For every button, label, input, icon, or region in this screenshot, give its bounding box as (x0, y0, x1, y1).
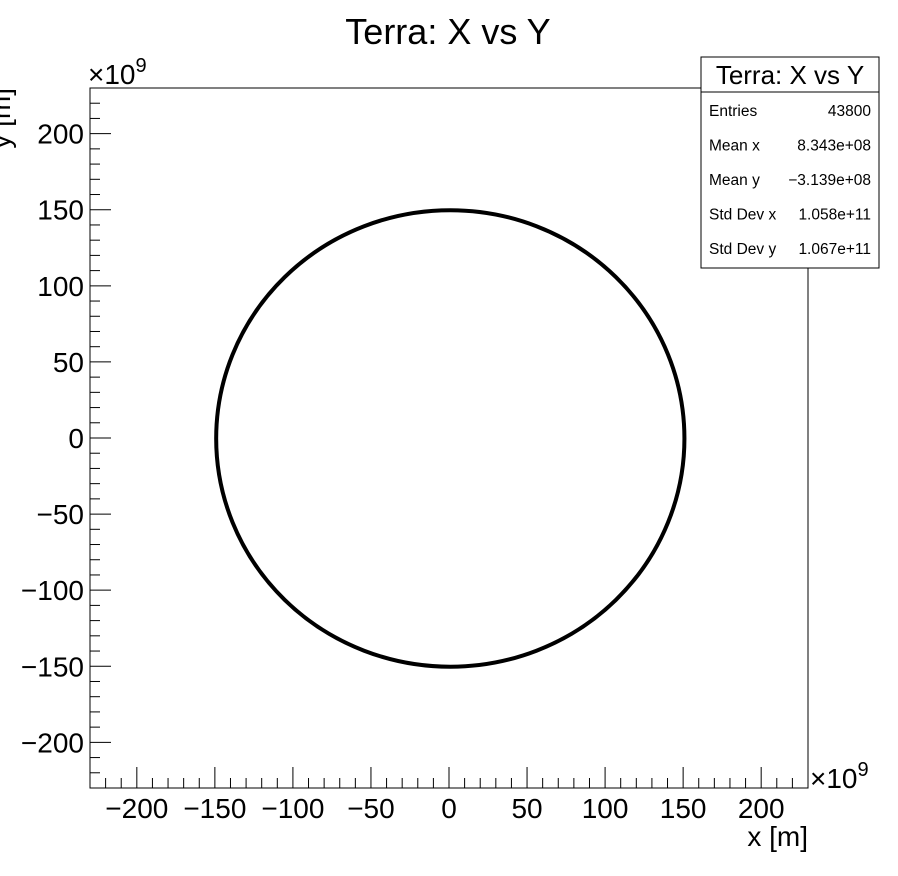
stats-rows: Entries 43800 Mean x 8.343e+08 Mean y −3.139e… (709, 103, 871, 258)
x-tick-label: 150 (660, 793, 707, 824)
y-tick-label: 200 (37, 119, 84, 150)
stats-row-value: 1.067e+11 (798, 241, 871, 258)
y-tick-label: 100 (37, 271, 84, 302)
x-exponent-label: ×109 (810, 759, 869, 794)
y-tick-labels: −200 −150 −100 −50 0 50 100 150 200 (21, 119, 84, 759)
y-exponent-base: ×10 (88, 59, 136, 90)
y-tick-label: −150 (21, 651, 84, 682)
x-axis-label: x [m] (747, 821, 808, 852)
stats-row-label: Mean y (709, 172, 760, 189)
stats-row-label: Std Dev x (709, 207, 776, 224)
stats-row-value: 8.343e+08 (797, 138, 871, 155)
y-tick-label: −200 (21, 727, 84, 758)
y-tick-label: 0 (68, 423, 84, 454)
orbit-path (214, 208, 687, 669)
stats-row-value: 43800 (828, 103, 871, 120)
x-tick-label: 50 (511, 793, 542, 824)
y-exponent-label: ×109 (88, 55, 147, 90)
x-tick-label: 200 (738, 793, 785, 824)
stats-row-value: −3.139e+08 (788, 172, 871, 189)
y-tick-label: 50 (53, 347, 84, 378)
stats-box: Terra: X vs Y Entries 43800 Mean x 8.343e+0… (700, 56, 880, 269)
y-axis-label: y [m] (0, 88, 16, 149)
x-tick-label: −100 (261, 793, 324, 824)
x-tick-label: 100 (582, 793, 629, 824)
stats-row-label: Entries (709, 103, 757, 120)
x-exponent-base: ×10 (810, 763, 858, 794)
stats-row-label: Std Dev y (709, 241, 776, 258)
x-tick-label: −150 (183, 793, 246, 824)
chart-title: Terra: X vs Y (345, 11, 550, 52)
plot-frame (89, 87, 809, 789)
x-tick-label: −200 (105, 793, 168, 824)
x-tick-label: −50 (347, 793, 395, 824)
data-series (214, 208, 687, 669)
y-tick-label: −50 (37, 499, 85, 530)
y-tick-label: 150 (37, 195, 84, 226)
stats-row-label: Mean x (709, 138, 760, 155)
y-exponent-power: 9 (136, 55, 147, 77)
x-tick-labels: −200 −150 −100 −50 0 50 100 150 200 (105, 793, 784, 824)
y-tick-label: −100 (21, 575, 84, 606)
x-tick-label: 0 (441, 793, 457, 824)
axis-ticks (89, 87, 809, 789)
x-exponent-power: 9 (858, 759, 869, 781)
stats-box-title: Terra: X vs Y (716, 60, 864, 90)
stats-row-value: 1.058e+11 (798, 207, 871, 224)
